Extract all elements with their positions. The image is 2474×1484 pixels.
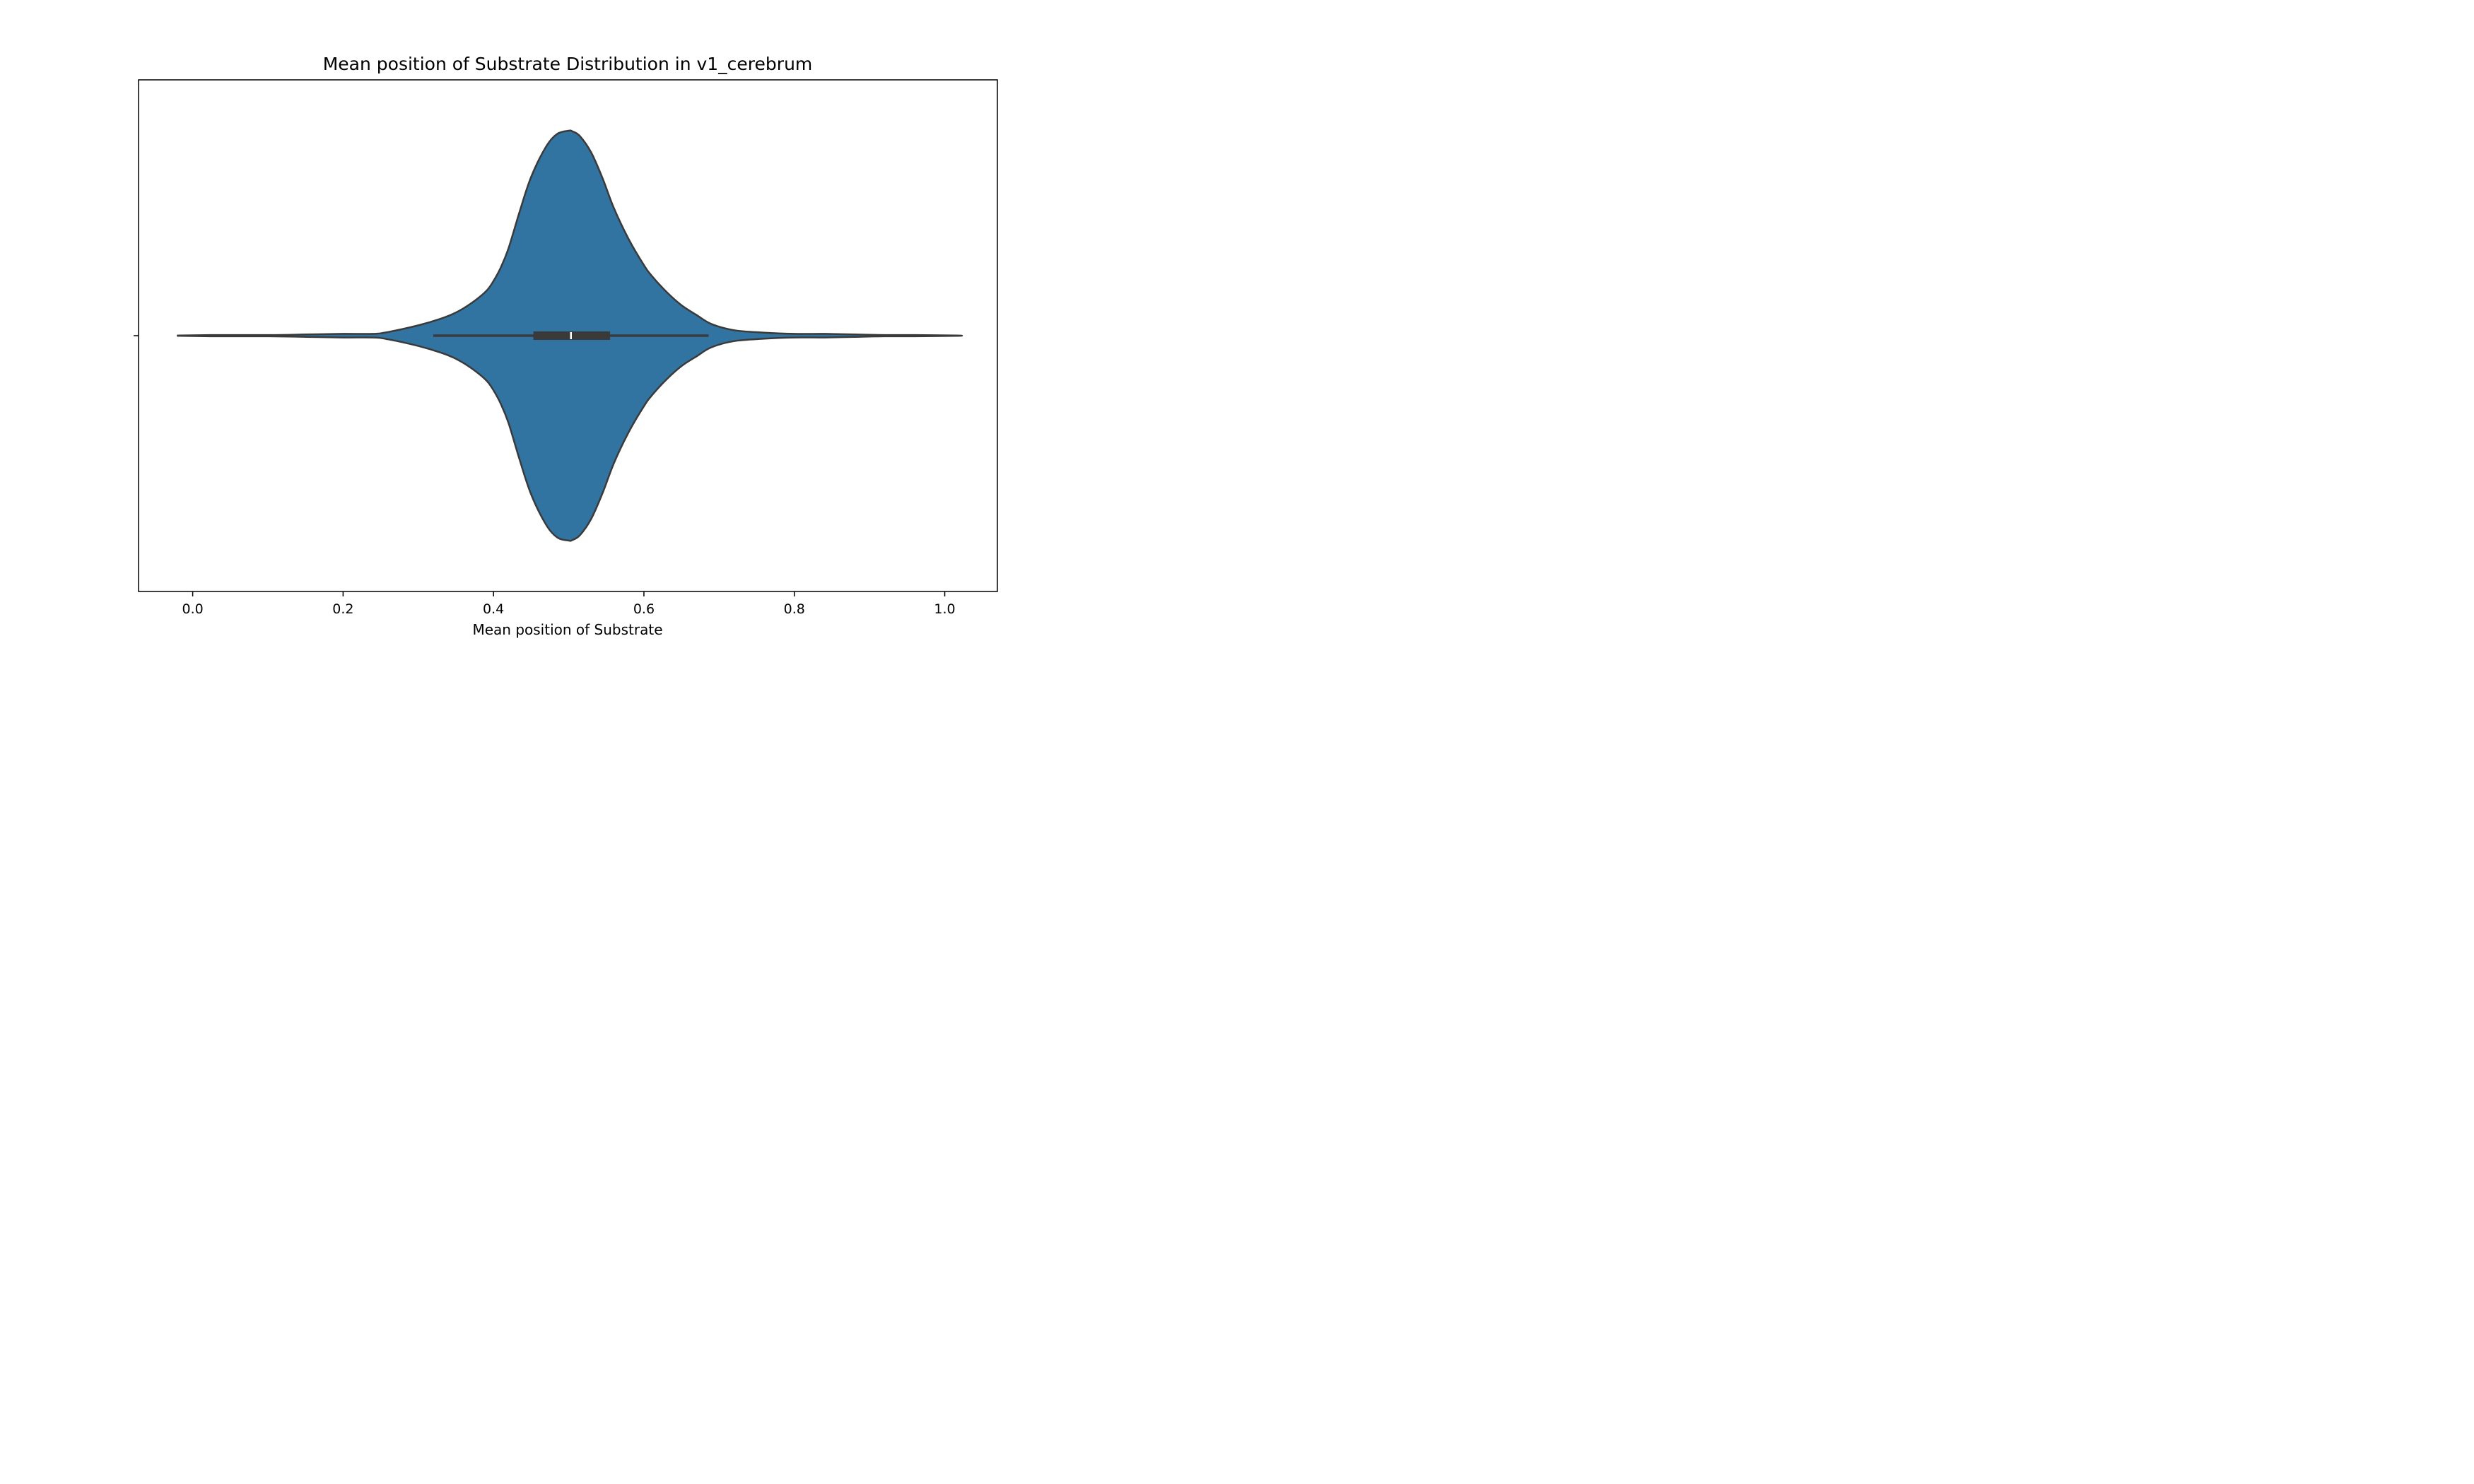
x-tick-label: 1.0 (934, 601, 955, 617)
plot-area (177, 129, 963, 542)
x-tick-label: 0.2 (332, 601, 353, 617)
x-tick-label: 0.8 (784, 601, 805, 617)
x-tick-label: 0.6 (633, 601, 655, 617)
chart-title: Mean position of Substrate Distribution … (323, 54, 813, 74)
x-axis-label: Mean position of Substrate (472, 621, 662, 638)
violin-chart: Mean position of Substrate Distribution … (134, 54, 998, 638)
x-tick-label: 0.0 (182, 601, 203, 617)
x-tick-label: 0.4 (483, 601, 504, 617)
x-axis-ticks: 0.0 0.2 0.4 0.6 0.8 1.0 (182, 591, 956, 617)
